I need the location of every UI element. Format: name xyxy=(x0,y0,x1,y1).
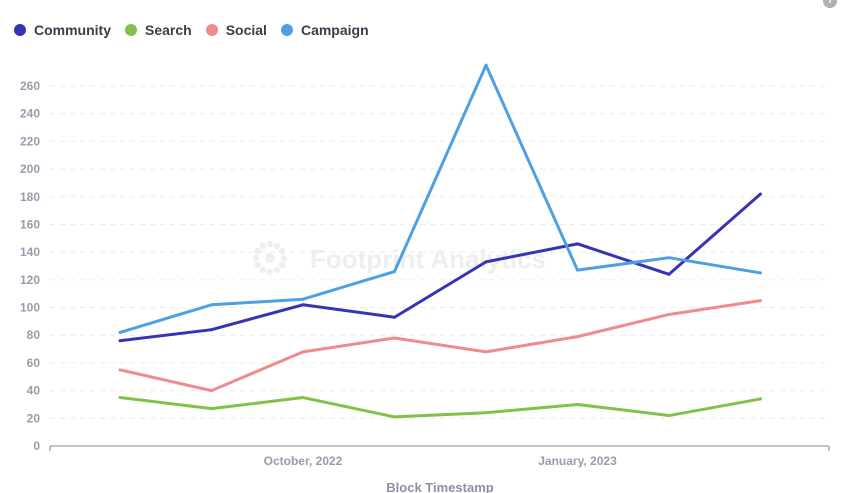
data-point-campaign xyxy=(667,256,671,260)
legend-dot-icon xyxy=(205,24,218,36)
data-point-community xyxy=(118,339,122,343)
data-point-search xyxy=(576,402,579,406)
watermark-dot xyxy=(266,240,274,248)
series-line-search xyxy=(119,396,761,419)
legend-item-campaign[interactable]: Campaign xyxy=(280,22,369,38)
data-point-social xyxy=(210,389,213,393)
watermark-dot xyxy=(254,261,262,269)
watermark-dot xyxy=(259,266,267,274)
data-point-campaign xyxy=(301,297,305,301)
data-point-community xyxy=(301,303,305,307)
legend-dot-icon xyxy=(280,24,293,36)
data-point-community xyxy=(667,272,671,276)
series-line-campaign xyxy=(119,63,761,334)
watermark-dot xyxy=(265,253,275,263)
data-point-campaign xyxy=(759,271,762,275)
x-tick-label: October, 2022 xyxy=(264,454,343,468)
watermark-dot xyxy=(273,266,281,274)
watermark-dot xyxy=(280,254,288,262)
data-point-campaign xyxy=(118,330,122,334)
watermark-dot xyxy=(254,247,262,255)
data-point-search xyxy=(759,397,762,401)
data-point-search xyxy=(393,415,396,419)
legend-label: Campaign xyxy=(300,22,369,38)
data-point-search xyxy=(210,407,213,411)
data-point-campaign xyxy=(484,63,488,67)
y-tick-label: 0 xyxy=(33,439,40,453)
data-point-campaign xyxy=(576,268,579,272)
watermark-dot xyxy=(273,242,281,250)
data-point-community xyxy=(393,315,396,319)
y-tick-label: 240 xyxy=(20,107,40,121)
data-point-social xyxy=(576,335,579,339)
data-point-campaign xyxy=(210,303,213,307)
data-point-search xyxy=(667,414,671,418)
legend-label: Social xyxy=(225,22,267,38)
legend-item-search[interactable]: Search xyxy=(125,22,192,38)
y-tick-label: 140 xyxy=(20,245,40,259)
series-line-social xyxy=(119,299,761,393)
x-axis-title: Block Timestamp xyxy=(386,480,493,493)
y-tick-label: 40 xyxy=(27,384,41,398)
legend-item-community[interactable]: Community xyxy=(14,22,111,38)
data-point-social xyxy=(301,350,305,354)
legend-dot-icon xyxy=(125,24,137,36)
y-tick-label: 20 xyxy=(27,411,41,425)
data-point-social xyxy=(484,350,488,354)
data-point-social xyxy=(759,299,762,303)
watermark-dot xyxy=(252,254,260,262)
data-point-search xyxy=(301,396,305,400)
y-tick-label: 160 xyxy=(20,217,40,231)
y-tick-label: 120 xyxy=(20,273,40,287)
data-point-social xyxy=(118,368,122,372)
watermark-dot xyxy=(259,242,267,250)
legend-dot-icon xyxy=(14,24,26,36)
watermark-dot xyxy=(278,247,286,255)
data-point-community xyxy=(484,260,488,264)
y-tick-label: 260 xyxy=(20,79,40,93)
watermark-dot xyxy=(266,268,274,276)
y-tick-label: 60 xyxy=(27,356,41,370)
legend-label: Community xyxy=(34,22,111,38)
y-tick-label: 80 xyxy=(27,328,41,342)
data-point-search xyxy=(118,396,122,400)
info-icon[interactable]: i xyxy=(823,0,837,8)
data-point-campaign xyxy=(393,270,396,274)
data-point-community xyxy=(576,242,579,246)
data-point-social xyxy=(667,312,671,316)
data-point-community xyxy=(759,192,762,196)
legend: Community Search Social Campaign xyxy=(14,22,369,38)
watermark-text: Footprint Analytics xyxy=(310,244,546,274)
y-tick-label: 180 xyxy=(20,190,40,204)
legend-label: Search xyxy=(145,22,192,38)
data-point-search xyxy=(484,411,488,415)
series-line-community xyxy=(119,192,762,343)
data-point-social xyxy=(393,336,396,340)
y-tick-label: 200 xyxy=(20,162,40,176)
watermark-dot xyxy=(278,261,286,269)
y-tick-label: 100 xyxy=(20,301,40,315)
y-tick-label: 220 xyxy=(20,134,40,148)
data-point-community xyxy=(210,328,213,332)
x-tick-label: January, 2023 xyxy=(538,454,617,468)
legend-item-social[interactable]: Social xyxy=(205,22,267,38)
